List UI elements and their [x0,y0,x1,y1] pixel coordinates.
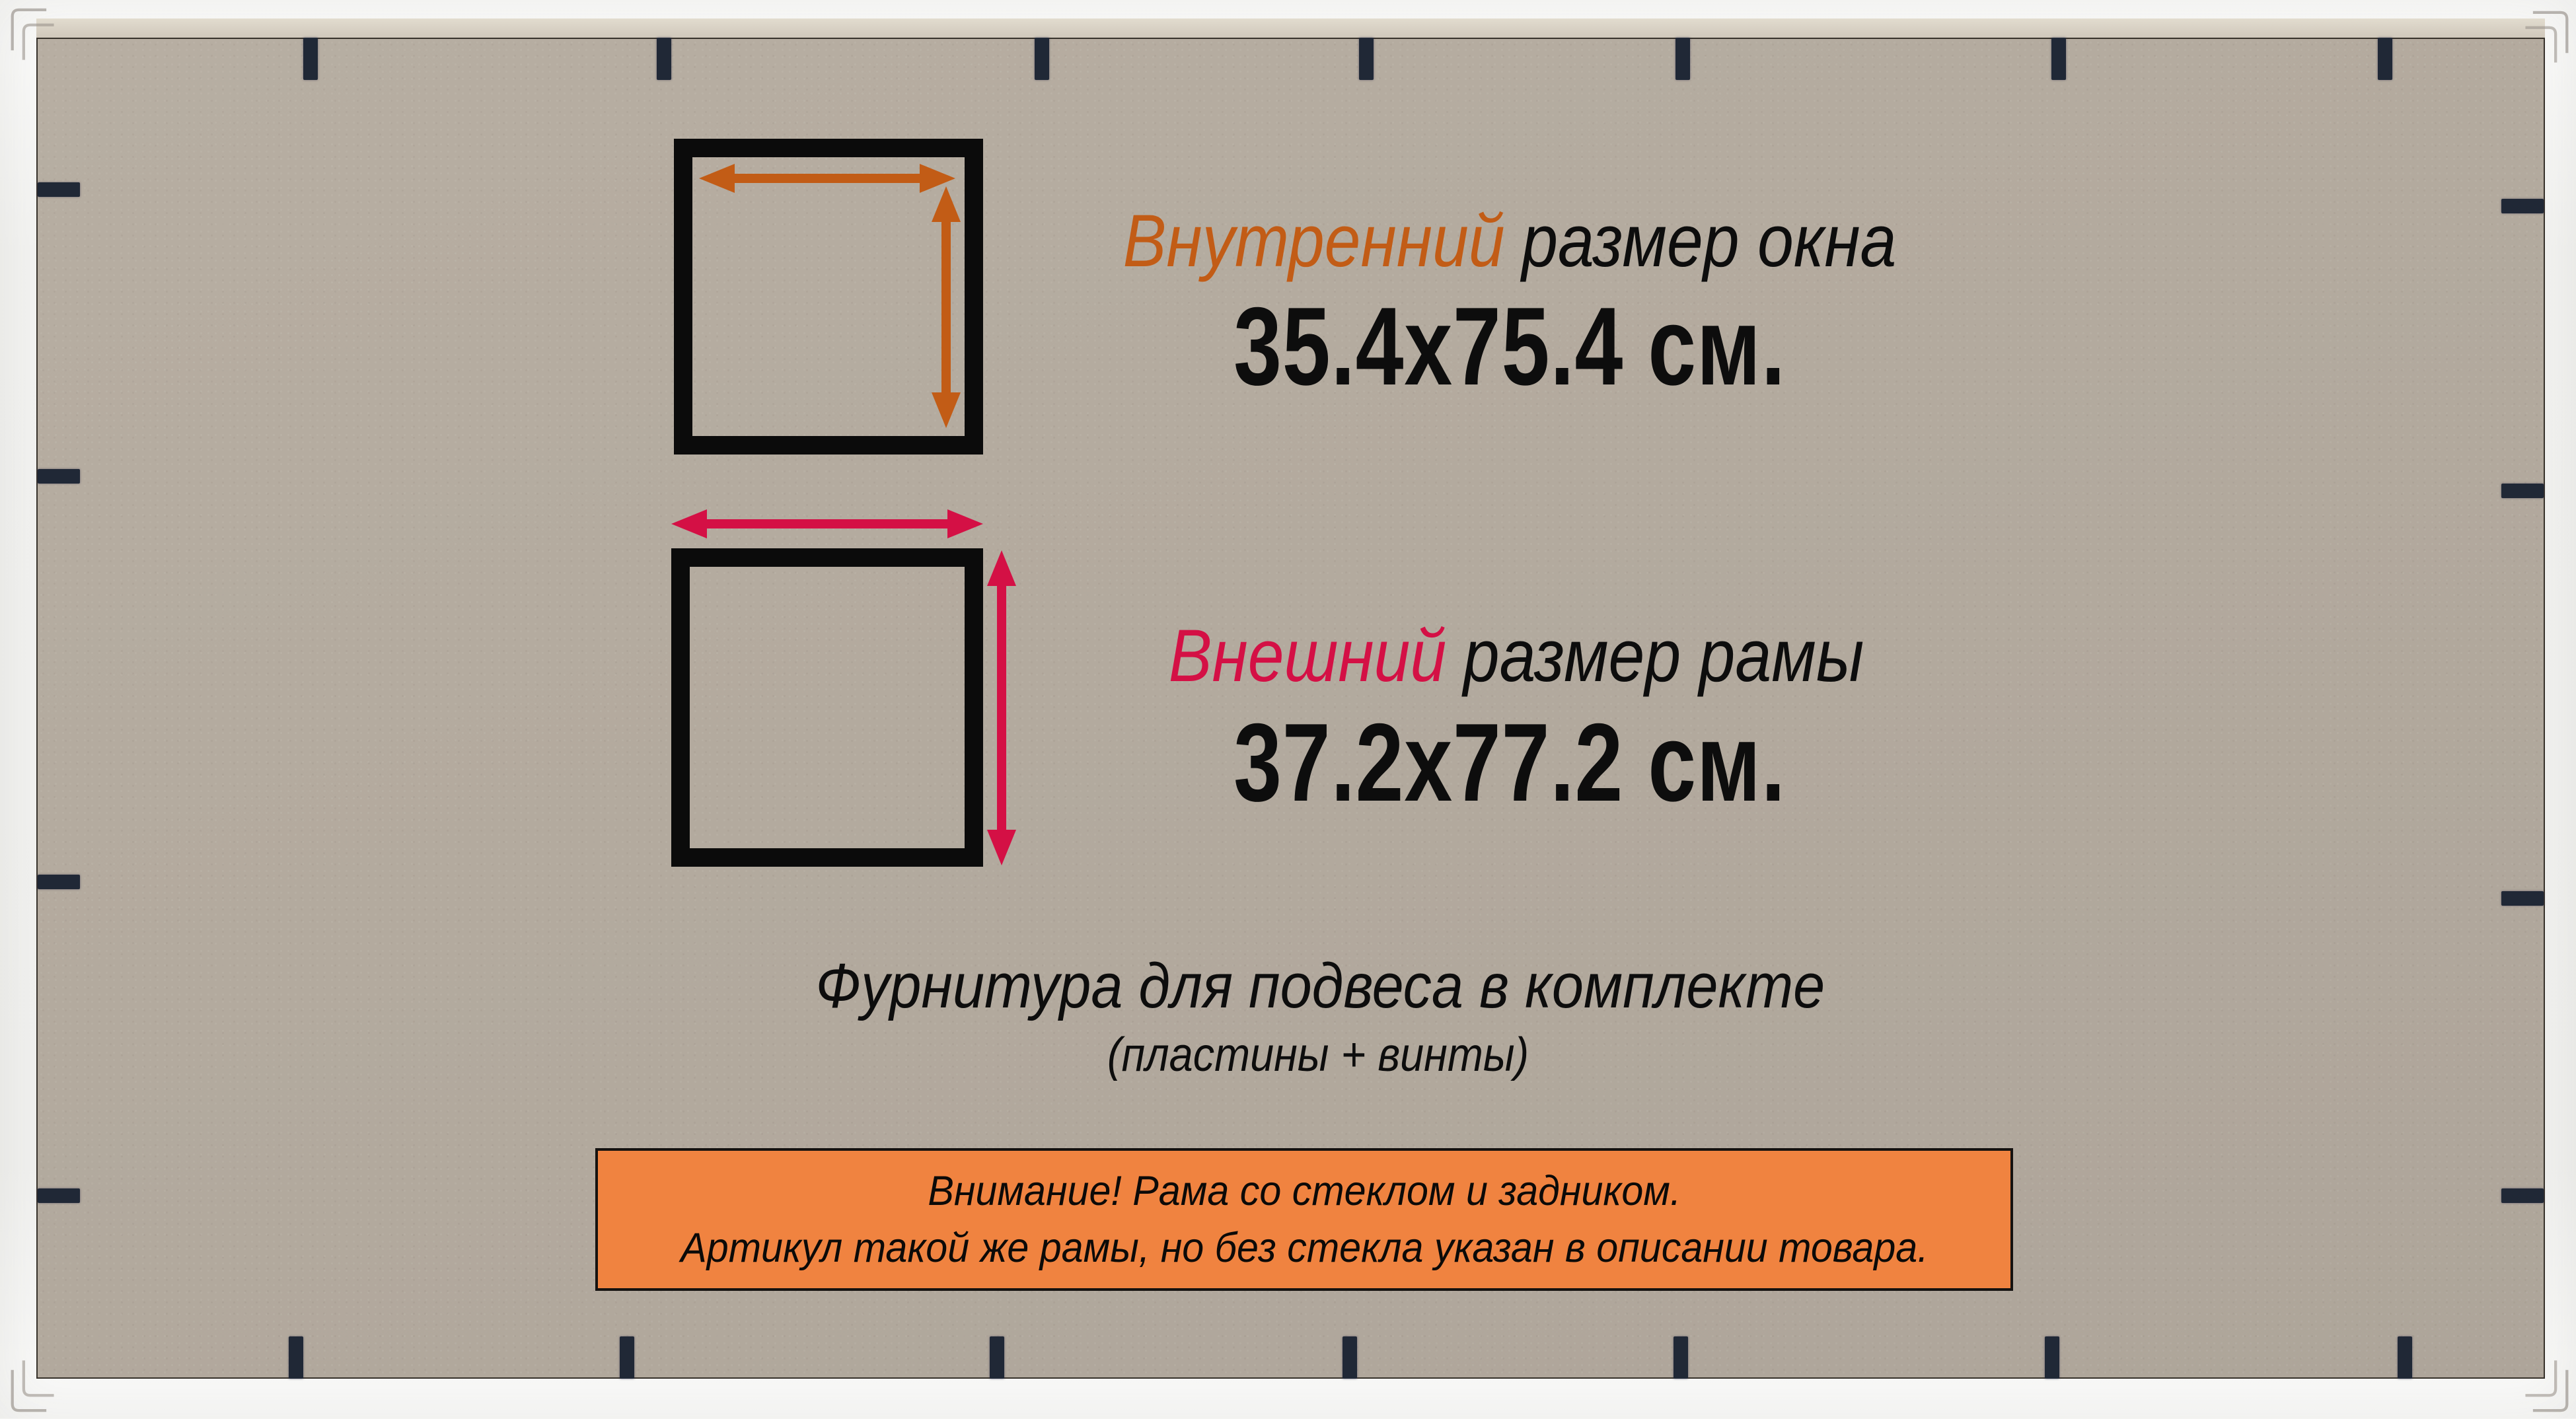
flexi-clip [657,38,671,80]
flexi-clip [2378,38,2392,80]
flexi-clip [38,469,80,484]
flexi-clip [289,1336,303,1379]
flexi-clip [38,1188,80,1203]
outer-size-value: 37.2x77.2 см. [1233,700,1786,824]
flexi-clip [38,182,80,197]
flexi-clip [2501,199,2544,213]
flexi-clip [2501,484,2544,498]
inner-height-arrow-icon [932,186,961,428]
inner-size-rest-words: размер окна [1522,200,1897,282]
flexi-clip [38,875,80,889]
inner-size-highlight-word: Внутренний [1122,200,1505,282]
flexi-clip [1674,1336,1688,1379]
inner-width-arrow-icon [699,164,955,193]
flexi-clip [990,1336,1004,1379]
outer-size-rest-words: размер рамы [1463,614,1864,697]
corner-hanger-icon [5,1,65,67]
hardware-note-line1: Фурнитура для подвеса в комплекте [815,951,1825,1021]
flexi-clip [620,1336,634,1379]
warning-banner: Внимание! Рама со стеклом и задником. Ар… [595,1148,2013,1291]
hardware-note-line2: (пластины + винты) [1107,1029,1529,1081]
flexi-clip [303,38,318,80]
flexi-clip [1675,38,1690,80]
warning-banner-line1: Внимание! Рама со стеклом и задником. [928,1168,1681,1214]
outer-size-heading: Внешний размер рамы [1025,613,2007,698]
warning-banner-line2: Артикул такой же рамы, но без стекла ука… [680,1225,1929,1271]
outer-height-arrow-icon [987,550,1016,865]
flexi-clip [1343,1336,1357,1379]
outer-width-arrow-icon [671,509,983,538]
corner-hanger-icon [2515,4,2574,70]
flexi-clip [1035,38,1049,80]
flexi-clip [1359,38,1374,80]
inner-size-value: 35.4x75.4 см. [1233,284,1786,408]
corner-hanger-icon [2515,1353,2574,1419]
flexi-clip [2501,1188,2544,1203]
outer-size-highlight-word: Внешний [1168,614,1447,697]
corner-hanger-icon [5,1353,65,1419]
flexi-clip [2045,1336,2059,1379]
flexi-clip [2501,891,2544,906]
inner-size-heading: Внутренний размер окна [1018,198,2001,283]
inner-size-diagram-square [674,139,983,455]
flexi-clip [2051,38,2066,80]
outer-size-diagram-square [671,548,983,867]
frame-inner-lip [36,18,2545,38]
flexi-clip [2398,1336,2412,1379]
